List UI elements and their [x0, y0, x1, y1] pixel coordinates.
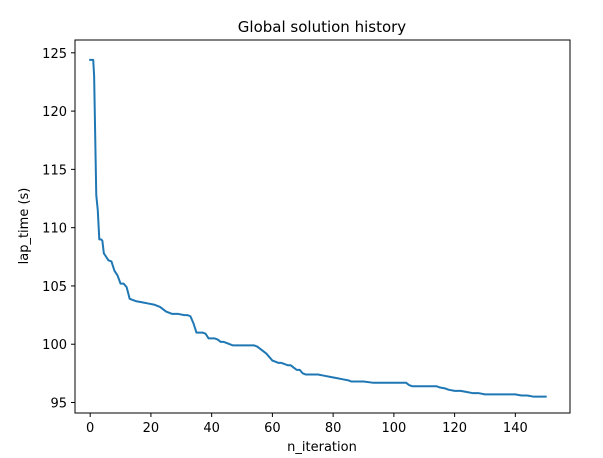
x-axis-ticks: 0 20 40 60 80 100 120 140: [86, 413, 528, 436]
y-tick-label: 125: [42, 47, 67, 62]
x-tick-label: 60: [264, 421, 281, 436]
y-tick-label: 120: [42, 105, 67, 120]
chart-title: Global solution history: [238, 18, 406, 36]
y-axis-label: lap_time (s): [17, 188, 32, 265]
y-tick-label: 100: [42, 338, 67, 353]
x-axis-label: n_iteration: [287, 440, 357, 455]
plot-area: [74, 39, 571, 414]
x-tick-label: 140: [503, 421, 528, 436]
y-tick-label: 115: [42, 163, 67, 178]
x-tick-label: 20: [143, 421, 160, 436]
series-line: [89, 58, 547, 398]
plot-frame: [74, 39, 571, 414]
x-tick-label: 80: [325, 421, 342, 436]
x-tick-label: 40: [203, 421, 220, 436]
x-tick-label: 100: [381, 421, 406, 436]
y-axis-ticks: 95 100 105 110 115 120 125: [42, 47, 75, 412]
y-tick-label: 95: [50, 397, 67, 412]
x-tick-label: 120: [442, 421, 467, 436]
y-tick-label: 105: [42, 280, 67, 295]
x-tick-label: 0: [86, 421, 94, 436]
y-tick-label: 110: [42, 222, 67, 237]
